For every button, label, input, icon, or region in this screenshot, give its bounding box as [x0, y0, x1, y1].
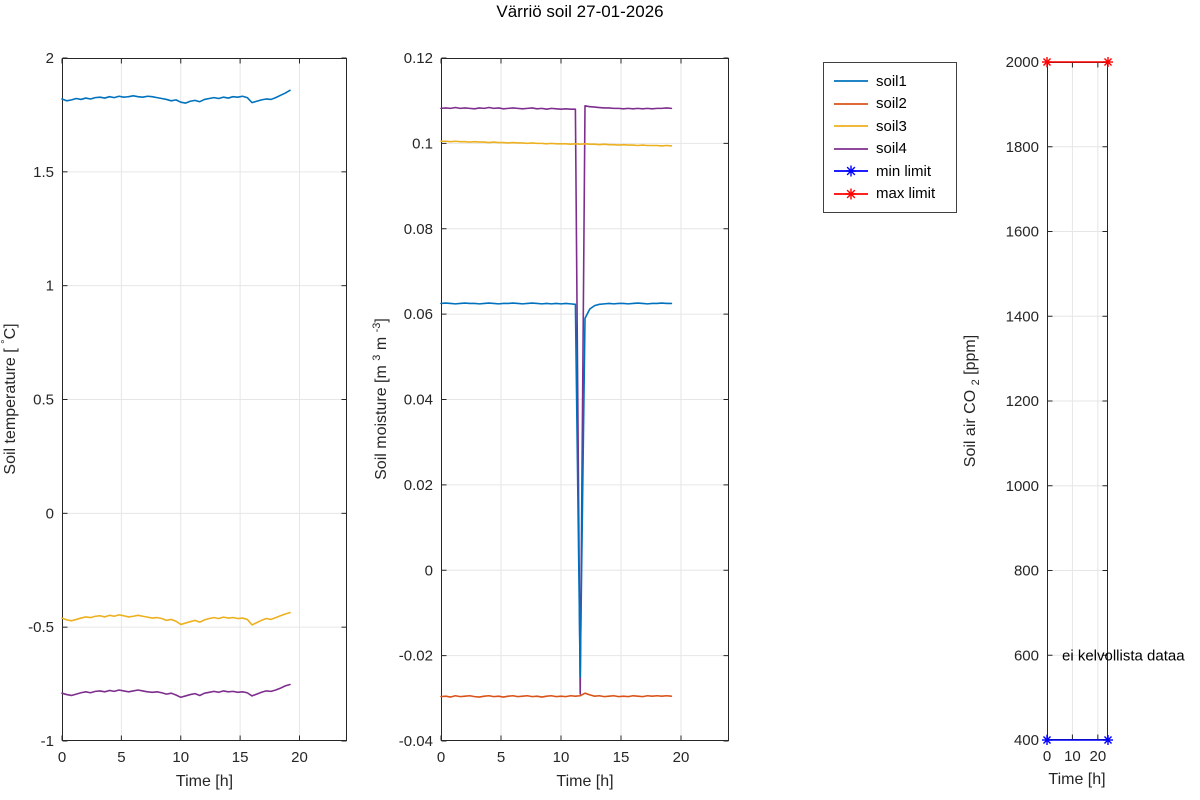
legend-line-sample: [834, 188, 868, 200]
x-tick-label: 5: [117, 749, 125, 766]
series-soil1: [440, 302, 673, 678]
legend-item-max-limit: max limit: [824, 183, 956, 206]
legend-label: soil1: [876, 72, 907, 90]
y-tick-label: -1: [41, 733, 54, 750]
legend-item-soil1: soil1: [824, 70, 956, 93]
temp-xlabel: Time [h]: [175, 773, 234, 790]
series-soil4: [61, 683, 291, 699]
legend: soil1 soil2 soil3 soil4 min limit max limit: [823, 62, 957, 213]
marker-min-limit: [1103, 735, 1113, 745]
moisture-ylabel: Soil moisture [m 3 m -3]: [371, 318, 390, 480]
legend-label: soil4: [876, 140, 907, 158]
series-soil4: [440, 105, 673, 695]
y-tick-label: 1.5: [33, 164, 54, 181]
y-tick-label: 800: [1014, 563, 1039, 580]
y-tick-label: 0.1: [412, 135, 433, 152]
x-tick-label: 5: [497, 749, 505, 766]
co2-xlabel: Time [h]: [1048, 771, 1106, 788]
plot-soil-temperature: 0 5 10 15 20 -1 -0.5 0 0.5 1 1.5 2: [28, 50, 347, 766]
y-tick-label: 2: [46, 50, 54, 67]
y-tick-label: 0.02: [404, 477, 433, 494]
figure-title: Värriö soil 27-01-2026: [496, 2, 664, 21]
legend-label: max limit: [876, 185, 936, 203]
x-tick-label: 0: [1043, 748, 1051, 765]
y-tick-label: 1400: [1006, 308, 1039, 325]
marker-max-limit: [1103, 57, 1113, 67]
x-tick-label: 15: [613, 749, 630, 766]
legend-label: min limit: [876, 162, 931, 180]
temp-ylabel: Soil temperature [ °C]: [0, 323, 19, 475]
y-tick-label: 0.04: [404, 392, 433, 409]
no-valid-data-annotation: ei kelvollista dataa: [1062, 647, 1185, 664]
y-tick-label: 1: [46, 278, 54, 295]
y-tick-label: -0.02: [399, 648, 433, 665]
legend-label: soil2: [876, 95, 907, 113]
series-soil3: [61, 611, 291, 626]
x-tick-label: 0: [58, 749, 66, 766]
y-tick-label: 0.5: [33, 392, 54, 409]
legend-item-soil3: soil3: [824, 115, 956, 138]
soil-co2-chart: 0 10 20 400 600 800 1000 1200 1400 1600 1800 2000 ei…: [1006, 54, 1186, 765]
marker-max-limit: [1042, 57, 1052, 67]
x-tick-label: 0: [437, 749, 445, 766]
legend-line-sample: [834, 165, 868, 177]
soil-temperature-chart: 0 5 10 15 20 -1 -0.5 0 0.5 1 1.5 2: [28, 50, 347, 766]
legend-item-soil4: soil4: [824, 138, 956, 161]
y-tick-label: 1600: [1006, 224, 1039, 241]
legend-asterisk-marker: [846, 189, 856, 199]
plot-soil-moisture: 0 5 10 15 20 -0.04 -0.02 0 0.02 0.04 0.06 0.08 0.1 0.…: [399, 50, 729, 766]
series-soil3: [440, 140, 673, 147]
marker-min-limit: [1042, 735, 1052, 745]
co2-ylabel: Soil air CO 2 [ppm]: [962, 334, 982, 468]
legend-item-soil2: soil2: [824, 93, 956, 116]
series-soil1: [61, 89, 291, 104]
y-tick-label: 1200: [1006, 393, 1039, 410]
soil-moisture-chart: 0 5 10 15 20 -0.04 -0.02 0 0.02 0.04 0.06 0.08 0.1 0.…: [399, 50, 729, 766]
legend-line-sample: [834, 102, 868, 105]
legend-line-sample: [834, 147, 868, 150]
y-tick-label: 2000: [1006, 54, 1039, 71]
y-tick-label: -0.04: [399, 733, 433, 750]
y-tick-label: 0.12: [404, 50, 433, 67]
y-tick-label: 0: [46, 505, 54, 522]
y-tick-label: 600: [1014, 647, 1039, 664]
series-soil2: [440, 692, 673, 698]
x-tick-label: 10: [172, 749, 189, 766]
x-tick-label: 20: [1089, 748, 1106, 765]
x-tick-label: 10: [1064, 748, 1081, 765]
y-tick-label: 0.06: [404, 306, 433, 323]
x-tick-label: 10: [553, 749, 570, 766]
x-tick-label: 20: [291, 749, 308, 766]
legend-label: soil3: [876, 117, 907, 135]
y-tick-label: 0.08: [404, 221, 433, 238]
plot-soil-co2: 0 10 20 400 600 800 1000 1200 1400 1600 1800 2000 ei…: [1006, 54, 1186, 765]
moisture-xlabel: Time [h]: [556, 773, 614, 790]
y-tick-label: 1000: [1006, 478, 1039, 495]
legend-item-min-limit: min limit: [824, 160, 956, 183]
legend-line-sample: [834, 80, 868, 83]
y-tick-label: -0.5: [28, 619, 54, 636]
x-tick-label: 15: [232, 749, 249, 766]
x-tick-label: 20: [673, 749, 690, 766]
y-tick-label: 0: [425, 562, 433, 579]
y-tick-label: 400: [1014, 732, 1039, 749]
y-tick-label: 1800: [1006, 139, 1039, 156]
legend-asterisk-marker: [846, 166, 856, 176]
legend-line-sample: [834, 125, 868, 128]
